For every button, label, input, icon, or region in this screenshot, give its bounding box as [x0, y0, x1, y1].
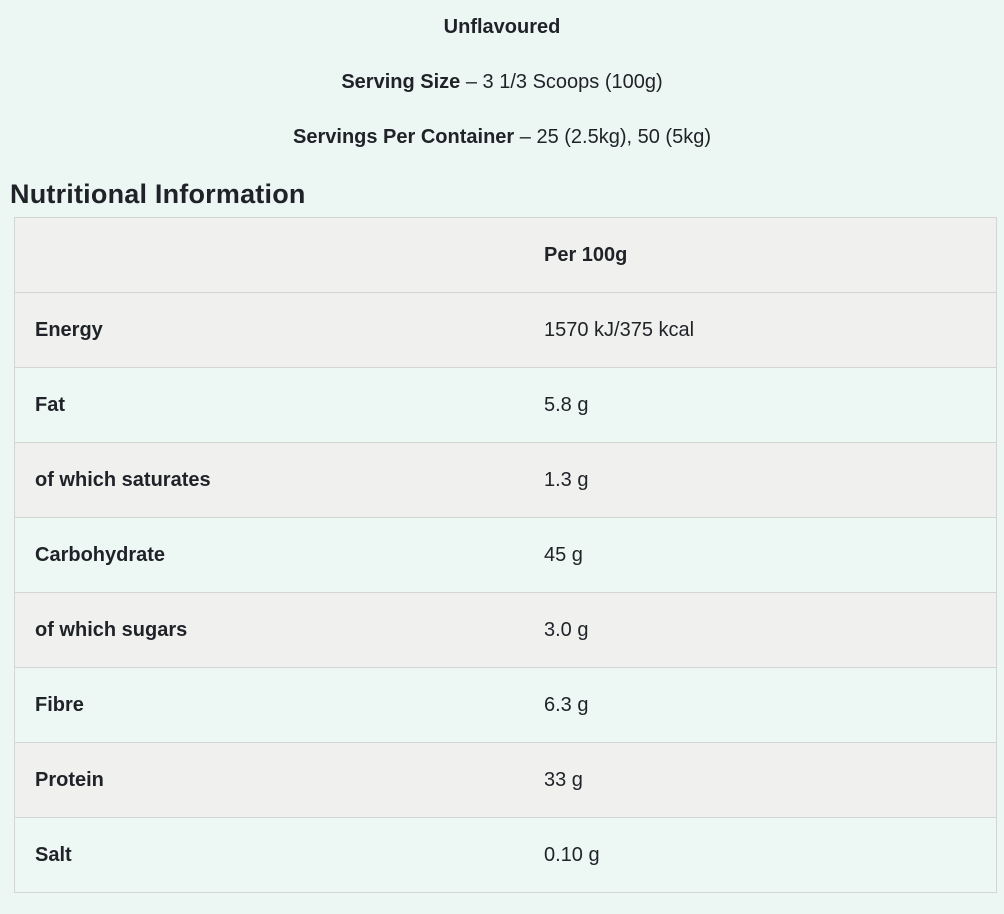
- nutrient-value: 6.3 g: [524, 667, 997, 743]
- section-title: Nutritional Information: [10, 179, 306, 209]
- serving-size-label: Serving Size: [341, 71, 461, 93]
- nutrient-value: 3.0 g: [524, 592, 997, 668]
- nutrient-value: 0.10 g: [524, 817, 997, 893]
- nutrient-label: of which sugars: [14, 592, 524, 668]
- nutrient-label: Fat: [14, 367, 524, 443]
- header-cell-per-100g: Per 100g: [544, 244, 628, 266]
- nutrient-label: Fibre: [14, 667, 524, 743]
- flavour-label: Unflavoured: [443, 16, 561, 38]
- product-info-block: Unflavoured Serving Size – 3 1/3 Scoops …: [0, 0, 1004, 150]
- nutrient-label: Salt: [14, 817, 524, 893]
- header-cell-empty: [15, 218, 525, 293]
- table-row: Salt 0.10 g: [14, 817, 997, 893]
- table-row: Fat 5.8 g: [14, 367, 997, 443]
- nutrient-value: 1.3 g: [524, 442, 997, 518]
- table-row: Energy 1570 kJ/375 kcal: [14, 292, 997, 368]
- serving-size-value: – 3 1/3 Scoops (100g): [465, 71, 663, 93]
- nutrition-table-head: Per 100g: [14, 217, 997, 293]
- servings-per-container-line: Servings Per Container – 25 (2.5kg), 50 …: [0, 124, 1004, 150]
- nutrition-table-body: Energy 1570 kJ/375 kcal Fat 5.8 g of which s…: [14, 292, 997, 893]
- nutrient-label: of which saturates: [14, 442, 524, 518]
- nutrient-value: 5.8 g: [524, 367, 997, 443]
- servings-per-container-label: Servings Per Container: [293, 126, 515, 148]
- flavour-name: Unflavoured: [0, 0, 1004, 40]
- table-row: of which saturates 1.3 g: [14, 442, 997, 518]
- nutrient-value: 1570 kJ/375 kcal: [524, 292, 997, 368]
- nutrient-label: Carbohydrate: [14, 517, 524, 593]
- nutrient-value: 45 g: [524, 517, 997, 593]
- table-row: Protein 33 g: [14, 742, 997, 818]
- table-row: of which sugars 3.0 g: [14, 592, 997, 668]
- servings-per-container-value: – 25 (2.5kg), 50 (5kg): [519, 126, 711, 148]
- table-row: Carbohydrate 45 g: [14, 517, 997, 593]
- nutrient-label: Energy: [14, 292, 524, 368]
- header-row: Per 100g: [14, 217, 997, 293]
- nutrient-label: Protein: [14, 742, 524, 818]
- serving-size-line: Serving Size – 3 1/3 Scoops (100g): [0, 69, 1004, 95]
- table-row: Fibre 6.3 g: [14, 667, 997, 743]
- nutrient-value: 33 g: [524, 742, 997, 818]
